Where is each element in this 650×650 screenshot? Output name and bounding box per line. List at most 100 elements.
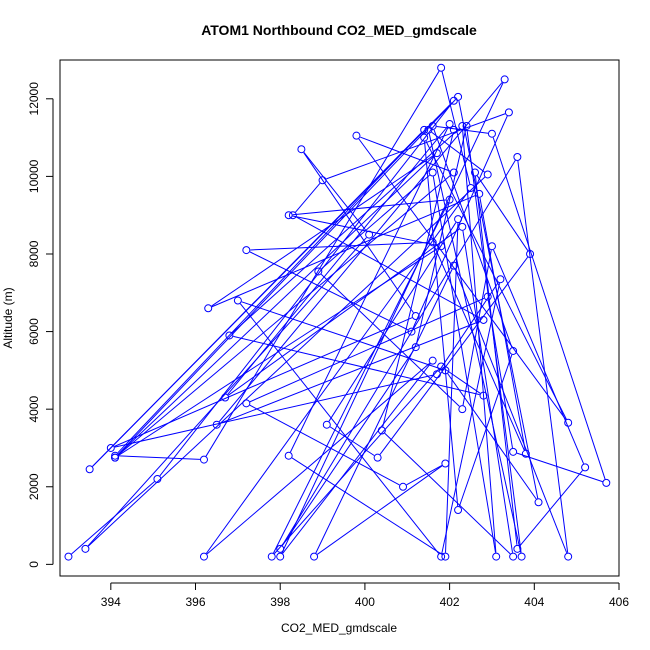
- data-point: [526, 249, 535, 258]
- data-point: [437, 552, 446, 561]
- series-segment: [431, 131, 485, 173]
- data-point: [445, 120, 454, 129]
- series-segment: [291, 457, 443, 555]
- data-point: [437, 362, 446, 371]
- data-point: [471, 168, 480, 177]
- data-point: [500, 75, 509, 84]
- data-point: [432, 370, 441, 379]
- series-segment: [425, 140, 567, 420]
- series-segment: [317, 465, 443, 555]
- y-tick-label: 0: [27, 561, 41, 568]
- data-point: [288, 211, 297, 220]
- data-point: [466, 184, 475, 193]
- x-tick-label: 398: [270, 595, 290, 609]
- series-segment: [220, 320, 480, 424]
- series-segment: [444, 368, 481, 394]
- data-point: [487, 129, 496, 138]
- data-point: [437, 63, 446, 72]
- y-tick-label: 2000: [27, 473, 41, 500]
- series-segment: [274, 369, 439, 554]
- data-point: [483, 170, 492, 179]
- plot-frame: [59, 59, 620, 577]
- series-segment: [432, 176, 497, 553]
- series-segment: [462, 250, 492, 406]
- data-point: [411, 312, 420, 321]
- data-point: [81, 544, 90, 553]
- data-point: [602, 478, 611, 487]
- data-point: [428, 238, 437, 247]
- series-segment: [282, 350, 414, 546]
- data-point: [517, 552, 526, 561]
- y-axis: 0 2000 4000 6000 8000 10000 12000: [27, 82, 54, 568]
- series-segment: [384, 432, 511, 555]
- series-segment: [87, 176, 486, 547]
- series-segment: [211, 154, 434, 307]
- data-point: [318, 176, 327, 185]
- series-segment: [329, 426, 375, 456]
- series-segment: [428, 133, 522, 553]
- series-segment: [250, 242, 429, 251]
- data-point: [441, 459, 450, 468]
- series-segment: [249, 297, 485, 403]
- series-segment: [228, 228, 460, 396]
- data-point: [233, 296, 242, 305]
- series-segment: [424, 141, 459, 507]
- data-point: [221, 393, 230, 402]
- data-point: [85, 465, 94, 474]
- x-tick-label: 400: [355, 595, 375, 609]
- series-segment: [320, 273, 460, 407]
- series-segment: [117, 99, 456, 456]
- x-tick-label: 404: [524, 595, 544, 609]
- data-point: [420, 125, 429, 134]
- data-point: [458, 121, 467, 130]
- data-point: [428, 121, 437, 130]
- chart-title: ATOM1 Northbound CO2_MED_gmdscale: [201, 22, 477, 38]
- data-point: [504, 108, 513, 117]
- y-axis-label: Altitude (m): [1, 287, 15, 348]
- data-point: [441, 552, 450, 561]
- series-segment: [92, 132, 422, 467]
- y-tick-label: 8000: [27, 240, 41, 267]
- data-point: [479, 391, 488, 400]
- series-segment: [233, 335, 480, 396]
- series-segment: [87, 237, 367, 547]
- data-point: [458, 405, 467, 414]
- data-point: [483, 292, 492, 301]
- data-point: [377, 426, 386, 435]
- series-segment: [358, 138, 567, 420]
- series-segment: [476, 175, 529, 251]
- data-point: [513, 152, 522, 161]
- series-segment: [416, 129, 467, 344]
- data-point: [509, 552, 518, 561]
- data-point: [428, 356, 437, 365]
- series-segment: [441, 283, 501, 553]
- data-point: [267, 552, 276, 561]
- y-tick-label: 10000: [27, 159, 41, 193]
- series-segment: [462, 230, 514, 553]
- x-tick-label: 402: [440, 595, 460, 609]
- data-point: [242, 399, 251, 408]
- data-point: [111, 451, 120, 460]
- data-point: [437, 242, 446, 251]
- data-point: [242, 246, 251, 255]
- data-point: [365, 230, 374, 239]
- series-segment: [433, 129, 513, 348]
- series-segment: [273, 203, 449, 554]
- data-point: [111, 453, 120, 462]
- data-point: [153, 475, 162, 484]
- series-segment: [282, 363, 431, 554]
- series-segment: [117, 132, 422, 454]
- x-tick-label: 406: [609, 595, 629, 609]
- series-segment: [516, 452, 603, 483]
- data-point: [314, 267, 323, 276]
- x-axis: 394 396 398 400 402 404 406: [101, 582, 629, 609]
- data-point: [462, 121, 471, 130]
- data-point: [581, 463, 590, 472]
- series-segment: [117, 174, 452, 456]
- data-point: [310, 552, 319, 561]
- series-segment: [117, 155, 435, 456]
- series-segment: [281, 160, 516, 546]
- data-point: [322, 420, 331, 429]
- series-segment: [119, 455, 201, 460]
- data-point: [449, 261, 458, 270]
